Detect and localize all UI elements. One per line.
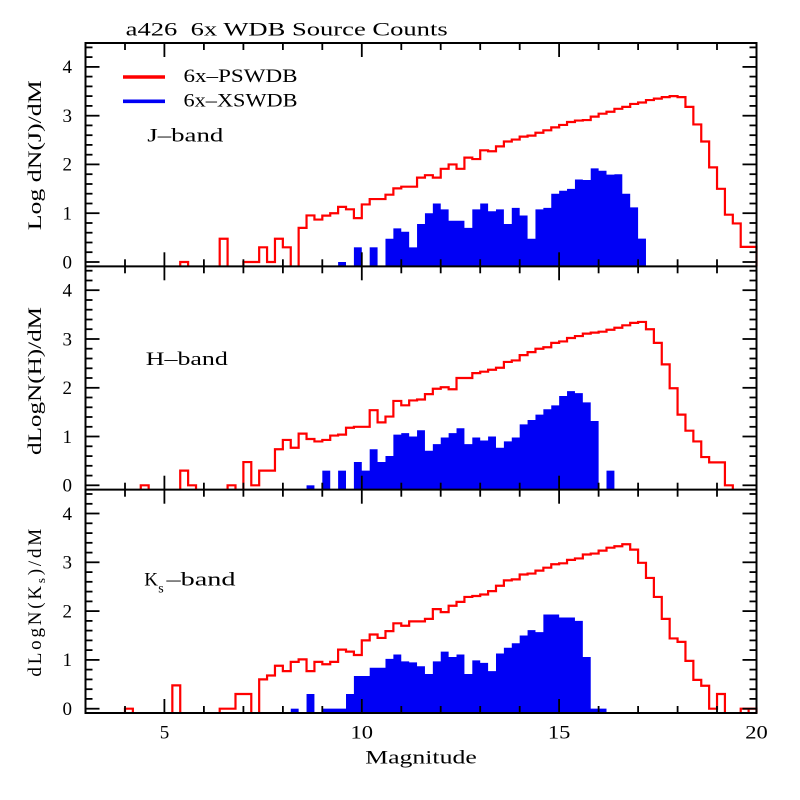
svg-text:5: 5 [160, 723, 170, 744]
svg-text:a426 6x WDB Source Counts: a426 6x WDB Source Counts [126, 20, 448, 41]
svg-text:4: 4 [63, 504, 73, 525]
svg-text:4: 4 [63, 57, 73, 78]
svg-text:dLogN(Ks)/dM: dLogN(Ks)/dM [25, 526, 48, 677]
svg-text:J–band: J–band [147, 125, 224, 146]
svg-text:0: 0 [63, 699, 73, 720]
svg-text:15: 15 [548, 723, 571, 744]
svg-text:dLogN(H)/dM: dLogN(H)/dM [25, 307, 46, 455]
svg-text:4: 4 [63, 281, 73, 302]
svg-text:0: 0 [63, 476, 73, 497]
svg-text:3: 3 [63, 329, 73, 350]
svg-text:2: 2 [63, 601, 73, 622]
svg-text:0: 0 [63, 252, 73, 273]
svg-text:H–band: H–band [146, 349, 229, 370]
svg-text:K: K [144, 569, 158, 590]
svg-text:–band: –band [165, 569, 236, 590]
svg-text:Magnitude: Magnitude [365, 747, 477, 768]
svg-text:3: 3 [63, 106, 73, 127]
svg-text:10: 10 [351, 723, 374, 744]
svg-text:6x–PSWDB: 6x–PSWDB [184, 66, 298, 87]
svg-text:1: 1 [63, 204, 73, 225]
svg-text:2: 2 [63, 155, 73, 176]
svg-text:1: 1 [63, 427, 73, 448]
svg-text:1: 1 [63, 650, 73, 671]
svg-text:Log dN(J)/dM: Log dN(J)/dM [25, 80, 46, 230]
svg-text:2: 2 [63, 378, 73, 399]
svg-text:s: s [158, 581, 163, 596]
svg-text:20: 20 [745, 723, 768, 744]
svg-text:3: 3 [63, 553, 73, 574]
svg-text:6x–XSWDB: 6x–XSWDB [184, 91, 298, 112]
